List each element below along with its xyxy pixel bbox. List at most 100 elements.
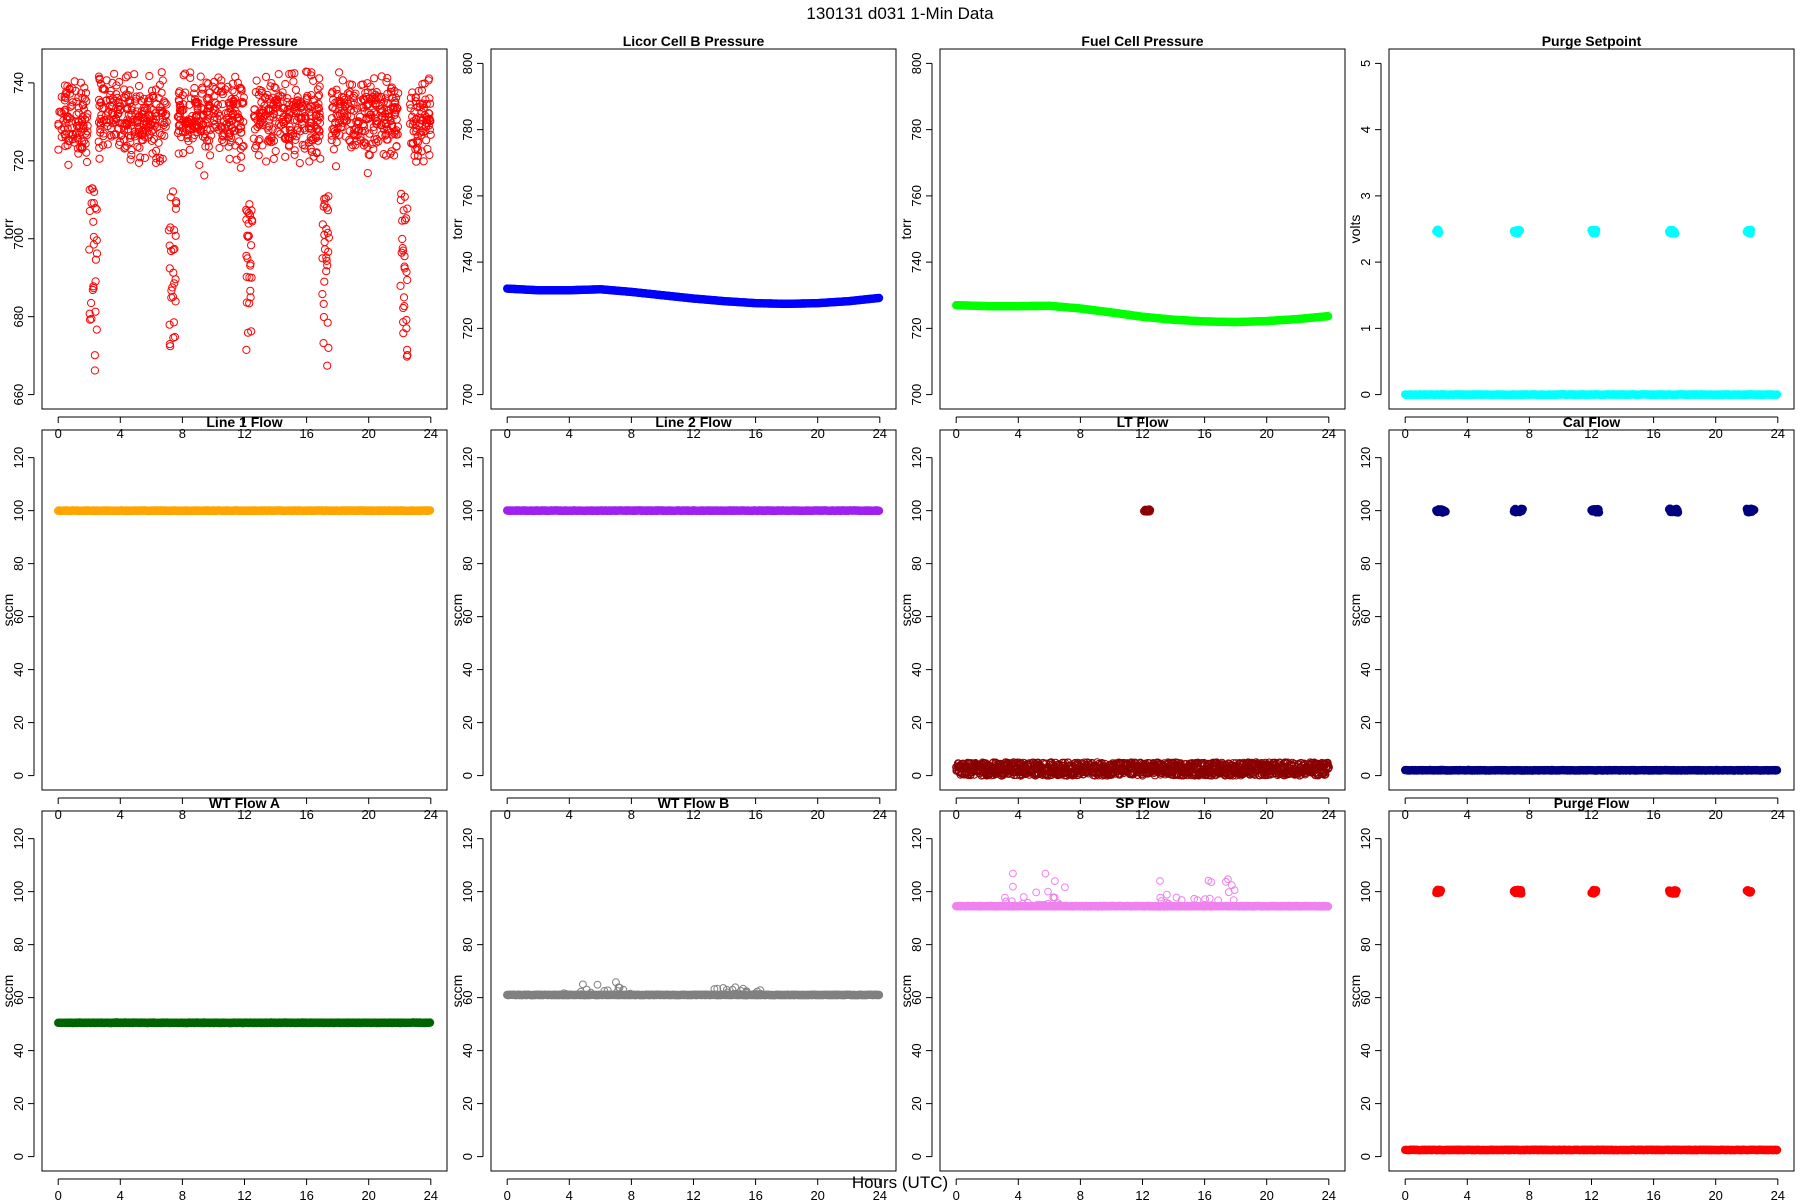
data-point: [204, 101, 213, 111]
data-point: [417, 86, 426, 95]
data-point: [335, 68, 344, 77]
y-tick-label: 0: [460, 772, 475, 779]
data-point: [169, 245, 178, 254]
data-point: [206, 151, 215, 160]
x-tick-label: 8: [179, 807, 186, 822]
data-point: [152, 123, 161, 132]
data-point: [206, 125, 215, 135]
data-point: [89, 232, 99, 242]
data-point: [96, 79, 106, 89]
y-tick-label: 780: [460, 119, 475, 141]
data-point: [281, 152, 290, 161]
data-point: [390, 129, 399, 138]
data-point: [377, 130, 386, 139]
data-point: [140, 153, 149, 162]
data-point: [413, 146, 422, 155]
x-tick-label: 24: [424, 426, 438, 441]
data-point: [338, 76, 347, 85]
data-point: [190, 130, 199, 140]
x-tick-label: 8: [628, 426, 635, 441]
data-point: [320, 277, 329, 286]
data-point: [247, 241, 256, 250]
x-tick-label: 0: [504, 426, 511, 441]
data-point: [267, 79, 276, 88]
data-point: [120, 126, 129, 135]
data-point: [269, 113, 278, 122]
x-tick-label: 16: [299, 807, 313, 822]
data-point: [349, 93, 358, 103]
data-point: [266, 82, 275, 91]
data-point: [237, 152, 246, 161]
data-point: [91, 203, 100, 213]
data-point: [167, 293, 176, 302]
y-tick-label: 20: [11, 715, 26, 729]
y-tick-label: 2: [1358, 259, 1373, 266]
data-point: [278, 115, 287, 124]
data-point: [201, 142, 210, 151]
data-point: [171, 275, 180, 284]
x-tick-label: 16: [1197, 426, 1211, 441]
data-point: [233, 99, 242, 108]
data-point: [304, 138, 313, 147]
data-point: [106, 124, 116, 133]
data-point: [184, 136, 193, 146]
data-point: [127, 150, 136, 160]
data-point: [247, 215, 256, 225]
data-point: [400, 262, 409, 271]
data-point: [287, 69, 296, 78]
data-point: [90, 351, 100, 360]
data-point: [90, 187, 99, 196]
data-point: [148, 86, 157, 95]
y-tick-label: 680: [11, 306, 26, 328]
x-tick-label: 20: [1708, 426, 1722, 441]
data-point: [130, 70, 139, 79]
data-point: [331, 105, 340, 114]
data-point: [331, 129, 340, 138]
data-point: [372, 138, 381, 147]
data-point: [291, 85, 300, 95]
data-point: [285, 141, 294, 150]
data-point: [246, 286, 255, 295]
data-point: [68, 98, 77, 107]
data-point: [315, 82, 324, 91]
data-point: [54, 145, 63, 154]
data-point: [322, 256, 331, 265]
data-point: [231, 94, 240, 104]
data-point: [117, 130, 127, 139]
data-point: [126, 155, 135, 164]
data-point: [313, 124, 322, 133]
data-point: [124, 90, 133, 100]
x-tick-label: 4: [117, 426, 124, 441]
data-point: [327, 136, 336, 145]
data-point: [107, 132, 116, 141]
y-tick-label: 100: [460, 500, 475, 522]
data-point: [315, 131, 324, 140]
data-point: [108, 78, 117, 88]
data-point: [369, 145, 378, 154]
data-point: [95, 75, 104, 84]
data-point: [270, 96, 279, 105]
data-point: [125, 133, 135, 142]
data-point: [236, 163, 245, 172]
data-point: [252, 141, 261, 150]
data-point: [89, 217, 98, 226]
data-point: [322, 224, 331, 234]
data-point: [161, 98, 170, 107]
data-point: [137, 113, 146, 122]
x-tick-label: 4: [566, 807, 573, 822]
data-point: [218, 100, 227, 109]
data-point: [296, 114, 305, 124]
data-point: [359, 119, 368, 129]
data-point: [166, 223, 175, 232]
data-point: [294, 100, 303, 109]
data-point: [226, 104, 235, 113]
data-point: [174, 121, 183, 130]
data-point: [381, 94, 390, 103]
data-point: [250, 125, 260, 134]
data-point: [103, 140, 112, 149]
data-point: [210, 120, 219, 129]
data-point: [132, 92, 141, 101]
